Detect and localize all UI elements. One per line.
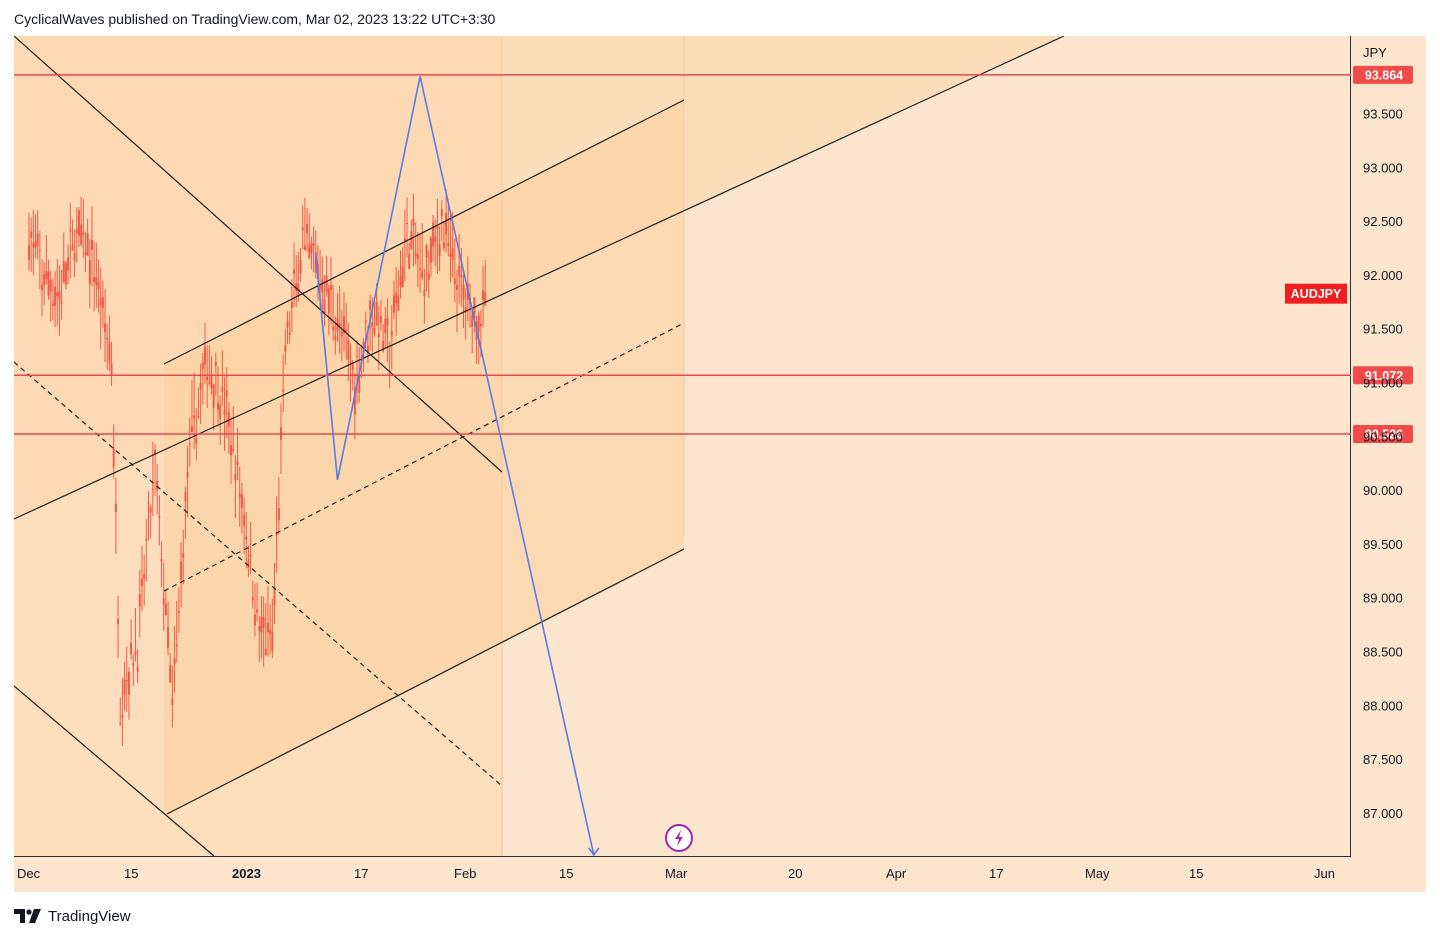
price-tick-label: 87.000 — [1363, 806, 1403, 821]
publisher-line: CyclicalWaves published on TradingView.c… — [14, 11, 496, 27]
price-tick-label: 91.000 — [1363, 376, 1403, 391]
horizontal-levels-layer: 93.864 91.072 90.526 — [14, 65, 1413, 444]
price-tick-label: 88.500 — [1363, 645, 1403, 660]
descending-lower-line — [13, 685, 215, 857]
chart-canvas[interactable]: 93.864 91.072 90.526 93.500 93.000 92.500 92.… — [13, 35, 1426, 892]
time-tick-label: Apr — [886, 866, 907, 881]
price-tick-label: 93.500 — [1363, 107, 1403, 122]
price-tick-label: 91.500 — [1363, 322, 1403, 337]
time-tick-label: May — [1085, 866, 1110, 881]
time-tick-label: 15 — [559, 866, 573, 881]
price-tick-label: 93.000 — [1363, 160, 1403, 175]
channel-upper-line — [163, 99, 685, 365]
channel-mid-dashed-line — [163, 322, 685, 592]
footer-brand-label: TradingView — [48, 907, 131, 925]
level-price-tag — [1353, 366, 1413, 385]
price-tick-label: 90.500 — [1363, 429, 1403, 444]
currency-label: JPY — [1363, 45, 1387, 60]
time-axis-ticks: Dec 15 2023 17 Feb 15 Mar 20 Apr 17 May 15 Jun — [17, 866, 1335, 881]
channel-lower-line — [166, 548, 685, 815]
price-scale-panel[interactable] — [1351, 36, 1426, 892]
price-tick-label: 89.000 — [1363, 591, 1403, 606]
time-scale-panel[interactable] — [14, 856, 1351, 892]
footer-brand[interactable]: TradingView — [14, 906, 131, 926]
price-tick-label: 92.500 — [1363, 214, 1403, 229]
projection-arrowhead — [588, 847, 600, 857]
level-price-label: 93.864 — [1365, 68, 1403, 82]
time-tick-label: 2023 — [232, 866, 261, 881]
level-price-label: 90.526 — [1365, 428, 1403, 442]
price-chart[interactable]: 93.864 91.072 90.526 93.500 93.000 92.500 92.… — [13, 35, 1426, 892]
time-tick-label: Jun — [1314, 866, 1335, 881]
time-tick-label: 17 — [989, 866, 1003, 881]
price-tick-label: 89.500 — [1363, 537, 1403, 552]
symbol-badge-bg — [1285, 283, 1347, 304]
price-tick-label: 87.500 — [1363, 752, 1403, 767]
time-tick-label: 15 — [1189, 866, 1203, 881]
descending-upper-line — [13, 35, 503, 473]
price-tick-label: 88.000 — [1363, 698, 1403, 713]
tradingview-logo-icon — [14, 909, 41, 923]
projection-path-layer — [314, 76, 600, 857]
candles-layer — [28, 189, 487, 747]
symbol-badge[interactable]: AUDJPY — [1285, 283, 1347, 304]
price-axis-ticks: 93.500 93.000 92.500 92.000 91.500 91.000 90.5… — [1363, 107, 1403, 821]
time-tick-label: Mar — [665, 866, 688, 881]
level-price-tag — [1353, 425, 1413, 444]
time-tick-label: 20 — [788, 866, 802, 881]
time-tick-label: 17 — [354, 866, 368, 881]
time-tick-label: Feb — [454, 866, 476, 881]
long-trendline — [13, 35, 1065, 520]
price-tick-label: 92.000 — [1363, 268, 1403, 283]
projection-zigzag-line — [314, 76, 595, 856]
symbol-badge-label: AUDJPY — [1291, 287, 1342, 301]
level-price-label: 91.072 — [1365, 369, 1403, 383]
time-tick-label: 15 — [124, 866, 138, 881]
level-price-tag — [1353, 65, 1413, 84]
lightning-icon-bolt — [675, 830, 683, 846]
time-tick-label: Dec — [17, 866, 41, 881]
lightning-icon[interactable] — [665, 824, 693, 852]
price-tick-label: 90.000 — [1363, 483, 1403, 498]
drawings-layer — [13, 35, 1065, 857]
